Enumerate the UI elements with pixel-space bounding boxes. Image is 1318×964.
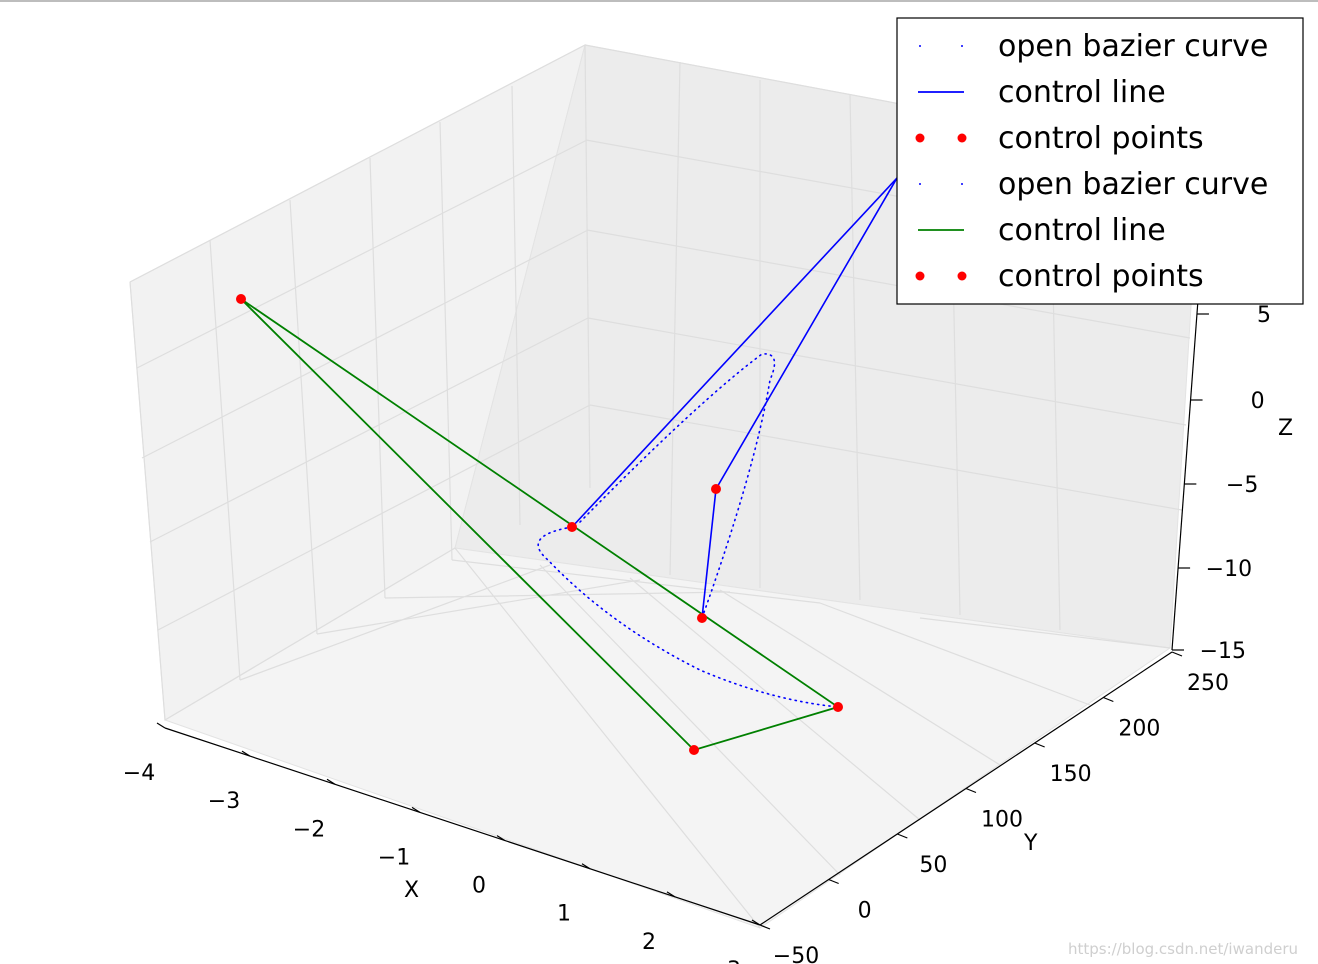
z-axis-line — [1171, 299, 1199, 651]
legend-label: control line — [998, 75, 1166, 110]
z-axis-label: Z — [1278, 416, 1293, 441]
bezier-curve-2 — [537, 526, 839, 708]
y-tick-label: −50 — [773, 944, 819, 964]
x-tick-mark — [411, 806, 421, 813]
legend-label: open bazier curve — [998, 167, 1268, 202]
control-point — [689, 745, 699, 755]
legend-swatch-dot — [919, 183, 921, 185]
x-tick-label: −3 — [208, 789, 240, 814]
legend-label: open bazier curve — [998, 29, 1268, 64]
y-tick-label: 0 — [858, 899, 872, 924]
y-axis-label: Y — [1023, 831, 1038, 856]
y-tick-label: 100 — [981, 808, 1023, 833]
y-tick-mark — [1034, 742, 1045, 748]
watermark-text: https://blog.csdn.net/iwanderu — [1067, 940, 1298, 958]
top-border — [0, 0, 1318, 2]
x-tick-mark — [751, 919, 761, 926]
series-control-points — [236, 294, 843, 755]
y-tick-mark — [828, 878, 839, 885]
x-tick-label: −1 — [378, 845, 410, 870]
y-tick-mark — [759, 924, 771, 930]
legend-swatch-dot — [961, 183, 963, 185]
legend-swatch-marker — [915, 133, 925, 143]
z-tick-label: 0 — [1251, 389, 1265, 414]
x-tick-mark — [666, 891, 676, 898]
series-bezier-curve-1 — [579, 353, 776, 619]
x-tick-mark — [581, 863, 591, 870]
x-axis-label: X — [404, 878, 419, 903]
control-line-blue — [571, 177, 898, 528]
control-point — [697, 613, 707, 623]
bezier-curve-1 — [579, 353, 776, 619]
y-tick-label: 150 — [1050, 762, 1092, 787]
y-tick-mark — [965, 787, 977, 794]
legend-entry: open bazier curve — [919, 167, 1268, 202]
legend: open bazier curve control line control poi… — [896, 17, 1304, 305]
series-bezier-curve-2 — [537, 526, 839, 708]
legend-entry: control points — [915, 259, 1204, 294]
x-tick-mark — [326, 778, 336, 785]
legend-entry: control line — [918, 75, 1166, 110]
y-tick-label: 50 — [919, 853, 947, 878]
legend-swatch-marker — [915, 271, 925, 281]
z-tick-label: −10 — [1206, 557, 1252, 582]
series-control-line-2 — [240, 298, 841, 752]
legend-swatch-dot — [919, 45, 921, 47]
legend-swatch-marker — [957, 271, 967, 281]
legend-entry: control line — [918, 213, 1166, 248]
z-tick-label: 5 — [1257, 303, 1271, 328]
z-tick-label: −15 — [1200, 639, 1246, 664]
legend-swatch-marker — [957, 133, 967, 143]
legend-label: control points — [998, 121, 1204, 156]
legend-entry: control points — [915, 121, 1204, 156]
grid-lines — [129, 44, 1201, 929]
control-point — [236, 294, 246, 304]
x-tick-mark — [241, 750, 251, 757]
x-tick-label: 1 — [557, 902, 571, 927]
legend-entry: open bazier curve — [919, 29, 1268, 64]
y-tick-mark — [897, 833, 908, 839]
x-tick-mark — [496, 835, 506, 842]
x-tick-label: 3 — [727, 958, 741, 964]
legend-label: control points — [998, 259, 1204, 294]
control-point — [567, 522, 577, 532]
x-axis-line — [164, 727, 761, 926]
legend-label: control line — [998, 213, 1166, 248]
legend-box — [896, 17, 1304, 305]
control-point — [833, 702, 843, 712]
y-tick-mark — [1171, 651, 1183, 657]
x-tick-label: 2 — [642, 930, 656, 955]
x-tick-label: −4 — [123, 761, 155, 786]
y-tick-label: 250 — [1187, 671, 1229, 696]
legend-swatch-dot — [961, 45, 963, 47]
z-tick-label: −5 — [1226, 473, 1258, 498]
x-tick-mark — [156, 722, 166, 729]
x-tick-label: −2 — [293, 817, 325, 842]
y-tick-label: 200 — [1118, 717, 1160, 742]
control-point — [711, 484, 721, 494]
control-line-green — [240, 298, 841, 752]
x-tick-label: 0 — [472, 874, 486, 899]
y-tick-mark — [1103, 696, 1114, 703]
